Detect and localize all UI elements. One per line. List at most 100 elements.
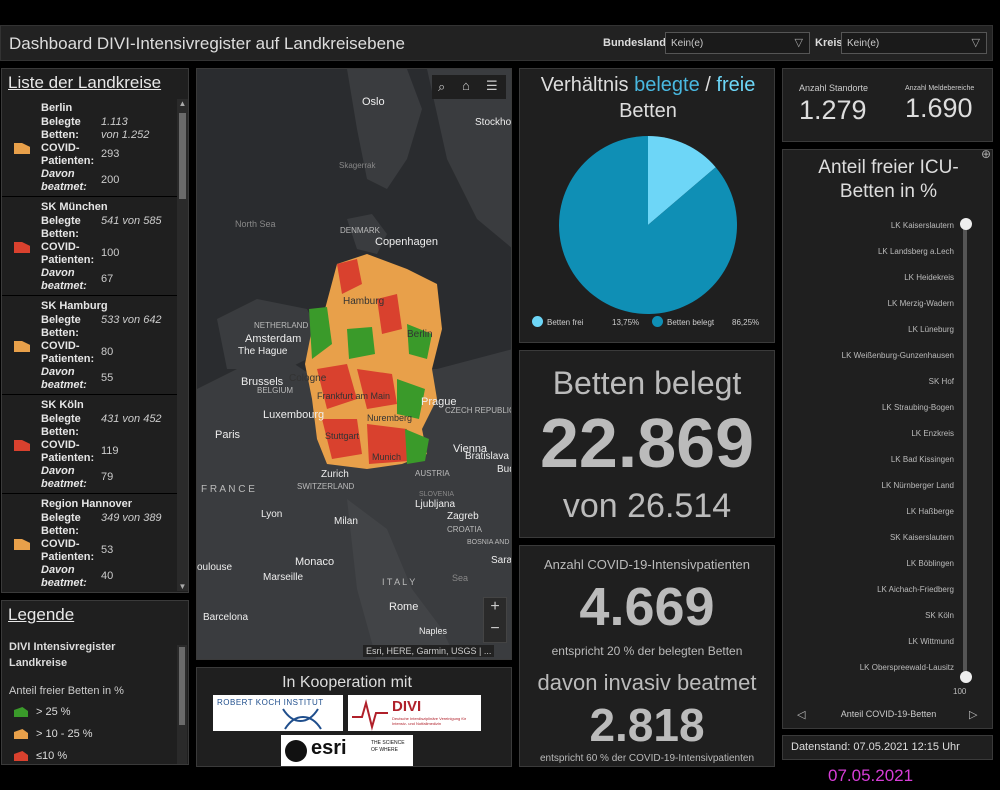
legend-swatch [14, 729, 28, 739]
pie-slice-belegt[interactable] [559, 136, 737, 314]
map-label-zagreb: Zagreb [447, 511, 479, 522]
esri-logo-text: esri [311, 737, 347, 759]
rki-logo-text: ROBERT KOCH INSTITUT [217, 698, 324, 707]
icu-bar-label: LK Enzkreis [911, 429, 954, 438]
search-icon[interactable]: ⌕ [438, 79, 446, 94]
kreis-select[interactable]: Kein(e) ▽ [841, 32, 987, 54]
map-panel[interactable]: Oslo Stockho Skagerrak North Sea DENMARK Cope… [196, 68, 512, 660]
map-label-bratislava: Bratislava [465, 451, 509, 462]
map-label-cologne: Cologne [289, 373, 327, 384]
ratio-pie-chart[interactable] [520, 125, 775, 325]
list-scroll-thumb[interactable] [179, 113, 186, 199]
class-swatch [14, 143, 30, 154]
class-swatch [14, 242, 30, 253]
scroll-down-icon[interactable]: ▼ [178, 582, 187, 591]
bundesland-label: Bundesland [603, 37, 666, 49]
map-label-zurich: Zurich [321, 469, 349, 480]
map-label-paris: Paris [215, 429, 241, 441]
kreis-value: Kein(e) [847, 38, 880, 49]
list-item[interactable]: SK Köln Belegte Betten: 431 von 452 COVID-P… [2, 396, 178, 494]
beds-value: 22.869 [539, 404, 755, 482]
map-label-nuremberg: Nuremberg [367, 413, 413, 423]
map-toolbar: ⌕ ⌂ ☰ [432, 75, 506, 99]
legend-swatch [14, 707, 28, 717]
belegt-value: 533 von 642 [101, 314, 162, 326]
county-list-panel: Liste der Landkreise Berlin Belegte Bette… [1, 68, 189, 593]
map-label-sarajevo: Saraje [491, 555, 512, 566]
icu-bar-label: LK Heidekreis [904, 273, 954, 282]
covid-value: 80 [101, 346, 114, 358]
legend-label: > 25 % [36, 706, 71, 718]
divi-logo[interactable]: DIVI Deutsche Interdisziplinäre Vereinig… [348, 695, 481, 731]
icu-slider-top-handle[interactable] [960, 218, 972, 230]
icu-slider-bottom-handle[interactable] [960, 671, 972, 683]
map-label-prague: Prague [421, 396, 457, 408]
map-label-italy: I T A L Y [382, 577, 416, 587]
zoom-out-button[interactable]: − [490, 620, 500, 637]
icu-bar-label: LK Bad Kissingen [890, 455, 954, 464]
map-label-oslo: Oslo [362, 96, 385, 108]
covid-value: 100 [101, 247, 120, 259]
rki-wave-icon [282, 708, 322, 730]
icu-bar-label: LK Weißenburg-Gunzenhausen [841, 351, 954, 360]
expand-icon[interactable]: ⊕ [981, 149, 992, 161]
rki-logo[interactable]: ROBERT KOCH INSTITUT [213, 695, 343, 731]
legend-scrollbar[interactable] [177, 645, 187, 764]
legend-title: Legende [8, 605, 75, 624]
list-scrollbar[interactable]: ▲ ▼ [177, 99, 188, 591]
pie-legend: Betten frei 13,75% Betten belegt 86,25% [532, 316, 772, 332]
esri-logo[interactable]: esri THE SCIENCE OF WHERE [281, 735, 413, 766]
map-label-vienna: Vienna [453, 443, 488, 455]
list-item[interactable]: Region Hannover Belegte Betten: 349 von 38… [2, 495, 178, 592]
map-attribution[interactable]: Esri, HERE, Garmin, USGS | ... [363, 645, 495, 657]
map-label-barcelona: Barcelona [203, 612, 249, 623]
beatmet-value: 79 [101, 471, 114, 483]
icu-bar-label: LK Haßberge [906, 507, 954, 516]
belegt-label: Belegte Betten: [41, 116, 81, 141]
covid-panel: Anzahl COVID-19-Intensivpatienten 4.669 … [519, 545, 775, 767]
map-label-lyon: Lyon [261, 509, 283, 520]
icu-bar-label: LK Aichach-Friedberg [877, 585, 954, 594]
bundesland-value: Kein(e) [671, 38, 704, 49]
map-label-luxembourg: Luxembourg [263, 409, 325, 421]
chevron-right-icon[interactable]: ▷ [969, 709, 978, 721]
beatmet-label: Davon beatmet: [41, 465, 87, 490]
covid-label: COVID-Patienten: [41, 340, 95, 365]
header-bar: Dashboard DIVI-Intensivregister auf Land… [0, 25, 993, 61]
pie-slice-frei[interactable] [648, 136, 716, 225]
ratio-title-d: Betten [619, 100, 677, 122]
map-label-marseille: Marseille [263, 572, 304, 583]
map-label-munich: Munich [372, 452, 402, 462]
counts-panel: Anzahl Standorte 1.279 Anzahl Meldeberei… [782, 68, 993, 142]
zoom-in-button[interactable]: + [490, 598, 500, 615]
class-swatch [14, 539, 30, 550]
icu-bar-label: SK Kaiserslautern [889, 533, 954, 542]
county-list-title: Liste der Landkreise [8, 73, 162, 92]
list-item[interactable]: SK München Belegte Betten: 541 von 585 COVI… [2, 198, 178, 296]
list-item[interactable]: SK Hamburg Belegte Betten: 533 von 642 COVI… [2, 297, 178, 395]
scroll-up-icon[interactable]: ▲ [178, 99, 187, 108]
covid-value: 293 [101, 148, 120, 160]
legend-scroll-thumb[interactable] [179, 647, 185, 725]
beds-title: Betten belegt [552, 365, 742, 401]
legend-swatch [14, 751, 28, 761]
map-canvas[interactable] [197, 69, 512, 660]
class-swatch [14, 440, 30, 451]
map-label-skagerrak: Skagerrak [339, 161, 376, 170]
map-label-monaco: Monaco [295, 556, 335, 568]
beatmet-label: Davon beatmet: [41, 366, 87, 391]
list-item[interactable]: Berlin Belegte Betten: 1.113 von 1.252 COVID… [2, 99, 178, 197]
layer-list-icon[interactable]: ☰ [486, 78, 498, 93]
ratio-title-a: Verhältnis [540, 74, 629, 96]
ratio-panel: Verhältnis belegte / freie Betten Betten… [519, 68, 775, 343]
chevron-left-icon[interactable]: ◁ [797, 709, 806, 721]
legend-subtitle: Anteil freier Betten in % [9, 685, 124, 697]
home-icon[interactable]: ⌂ [462, 78, 470, 93]
covid-label: COVID-Patienten: [41, 241, 95, 266]
chevron-down-icon: ▽ [794, 37, 803, 49]
bundesland-select[interactable]: Kein(e) ▽ [665, 32, 810, 54]
class-swatch [14, 341, 30, 352]
cooperation-panel: In Kooperation mit ROBERT KOCH INSTITUT … [196, 667, 512, 767]
pie-legend-belegt-swatch [652, 316, 663, 327]
belegt-value: 1.113 [101, 116, 128, 128]
